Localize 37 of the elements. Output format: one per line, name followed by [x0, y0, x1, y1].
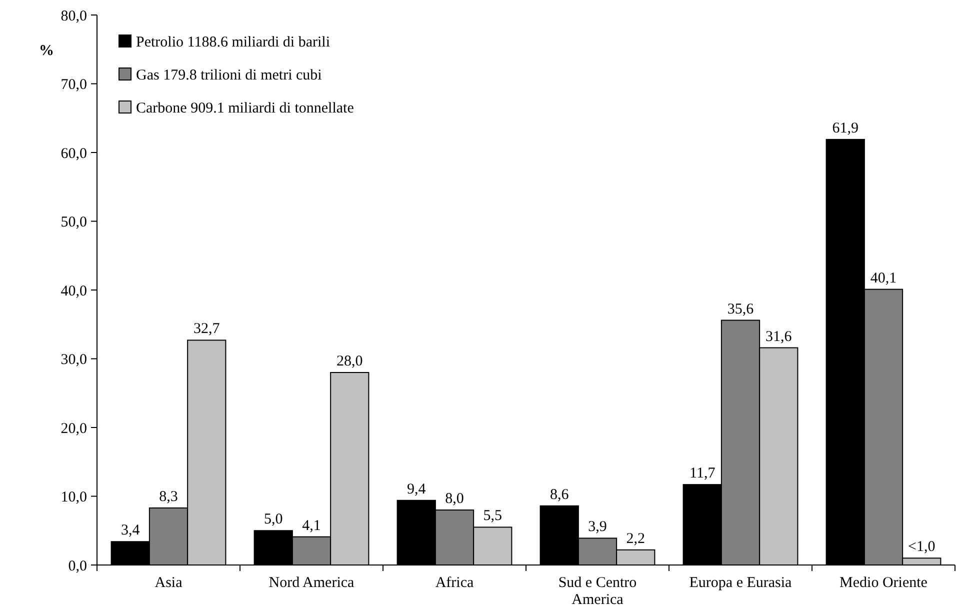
data-label: 3,9 — [588, 519, 607, 536]
y-tick-label: 50,0 — [60, 214, 87, 230]
x-tick-label: Africa — [435, 575, 474, 591]
x-tick-label: Nord America — [268, 575, 355, 591]
x-tick-label: Europa e Eurasia — [689, 575, 792, 591]
data-label: 3,4 — [120, 522, 140, 539]
y-tick-label: 80,0 — [60, 8, 87, 24]
x-tick-label: Medio Oriente — [840, 575, 928, 591]
data-label: 32,7 — [194, 321, 220, 338]
y-tick-label: 40,0 — [60, 283, 87, 300]
data-label: 8,6 — [550, 486, 570, 503]
data-label: <1,0 — [908, 539, 936, 556]
data-label: 40,1 — [870, 270, 897, 286]
y-tick-label: 10,0 — [60, 490, 87, 506]
y-tick-label: 70,0 — [60, 77, 87, 93]
y-tick-label: 30,0 — [60, 352, 87, 368]
y-tick-label: 0,0 — [68, 558, 87, 574]
data-label: 2,2 — [626, 530, 646, 547]
data-label: 5,5 — [483, 508, 502, 524]
x-tick-label: Asia — [154, 575, 183, 591]
x-tick-label: Sud e Centro America — [558, 575, 637, 606]
data-label: 4,1 — [302, 518, 321, 534]
data-label: 31,6 — [766, 328, 792, 345]
legend-label: Carbone 909.1 miliardi di tonnellate — [136, 100, 354, 116]
data-label: 5,0 — [264, 512, 283, 528]
y-axis-title: % — [39, 43, 54, 59]
legend-label: Petrolio 1188.6 miliardi di barili — [136, 34, 330, 50]
y-tick-label: 60,0 — [60, 146, 87, 162]
data-label: 8,0 — [445, 491, 464, 507]
y-tick-label: 20,0 — [60, 420, 87, 437]
legend-label: Gas 179.8 trilioni di metri cubi — [136, 67, 322, 84]
data-label: 28,0 — [336, 354, 363, 370]
data-label: 9,4 — [406, 481, 426, 498]
data-label: 11,7 — [690, 466, 716, 482]
data-label: 35,6 — [727, 301, 754, 318]
data-label: 8,3 — [159, 488, 178, 505]
data-label: 61,9 — [832, 120, 858, 136]
